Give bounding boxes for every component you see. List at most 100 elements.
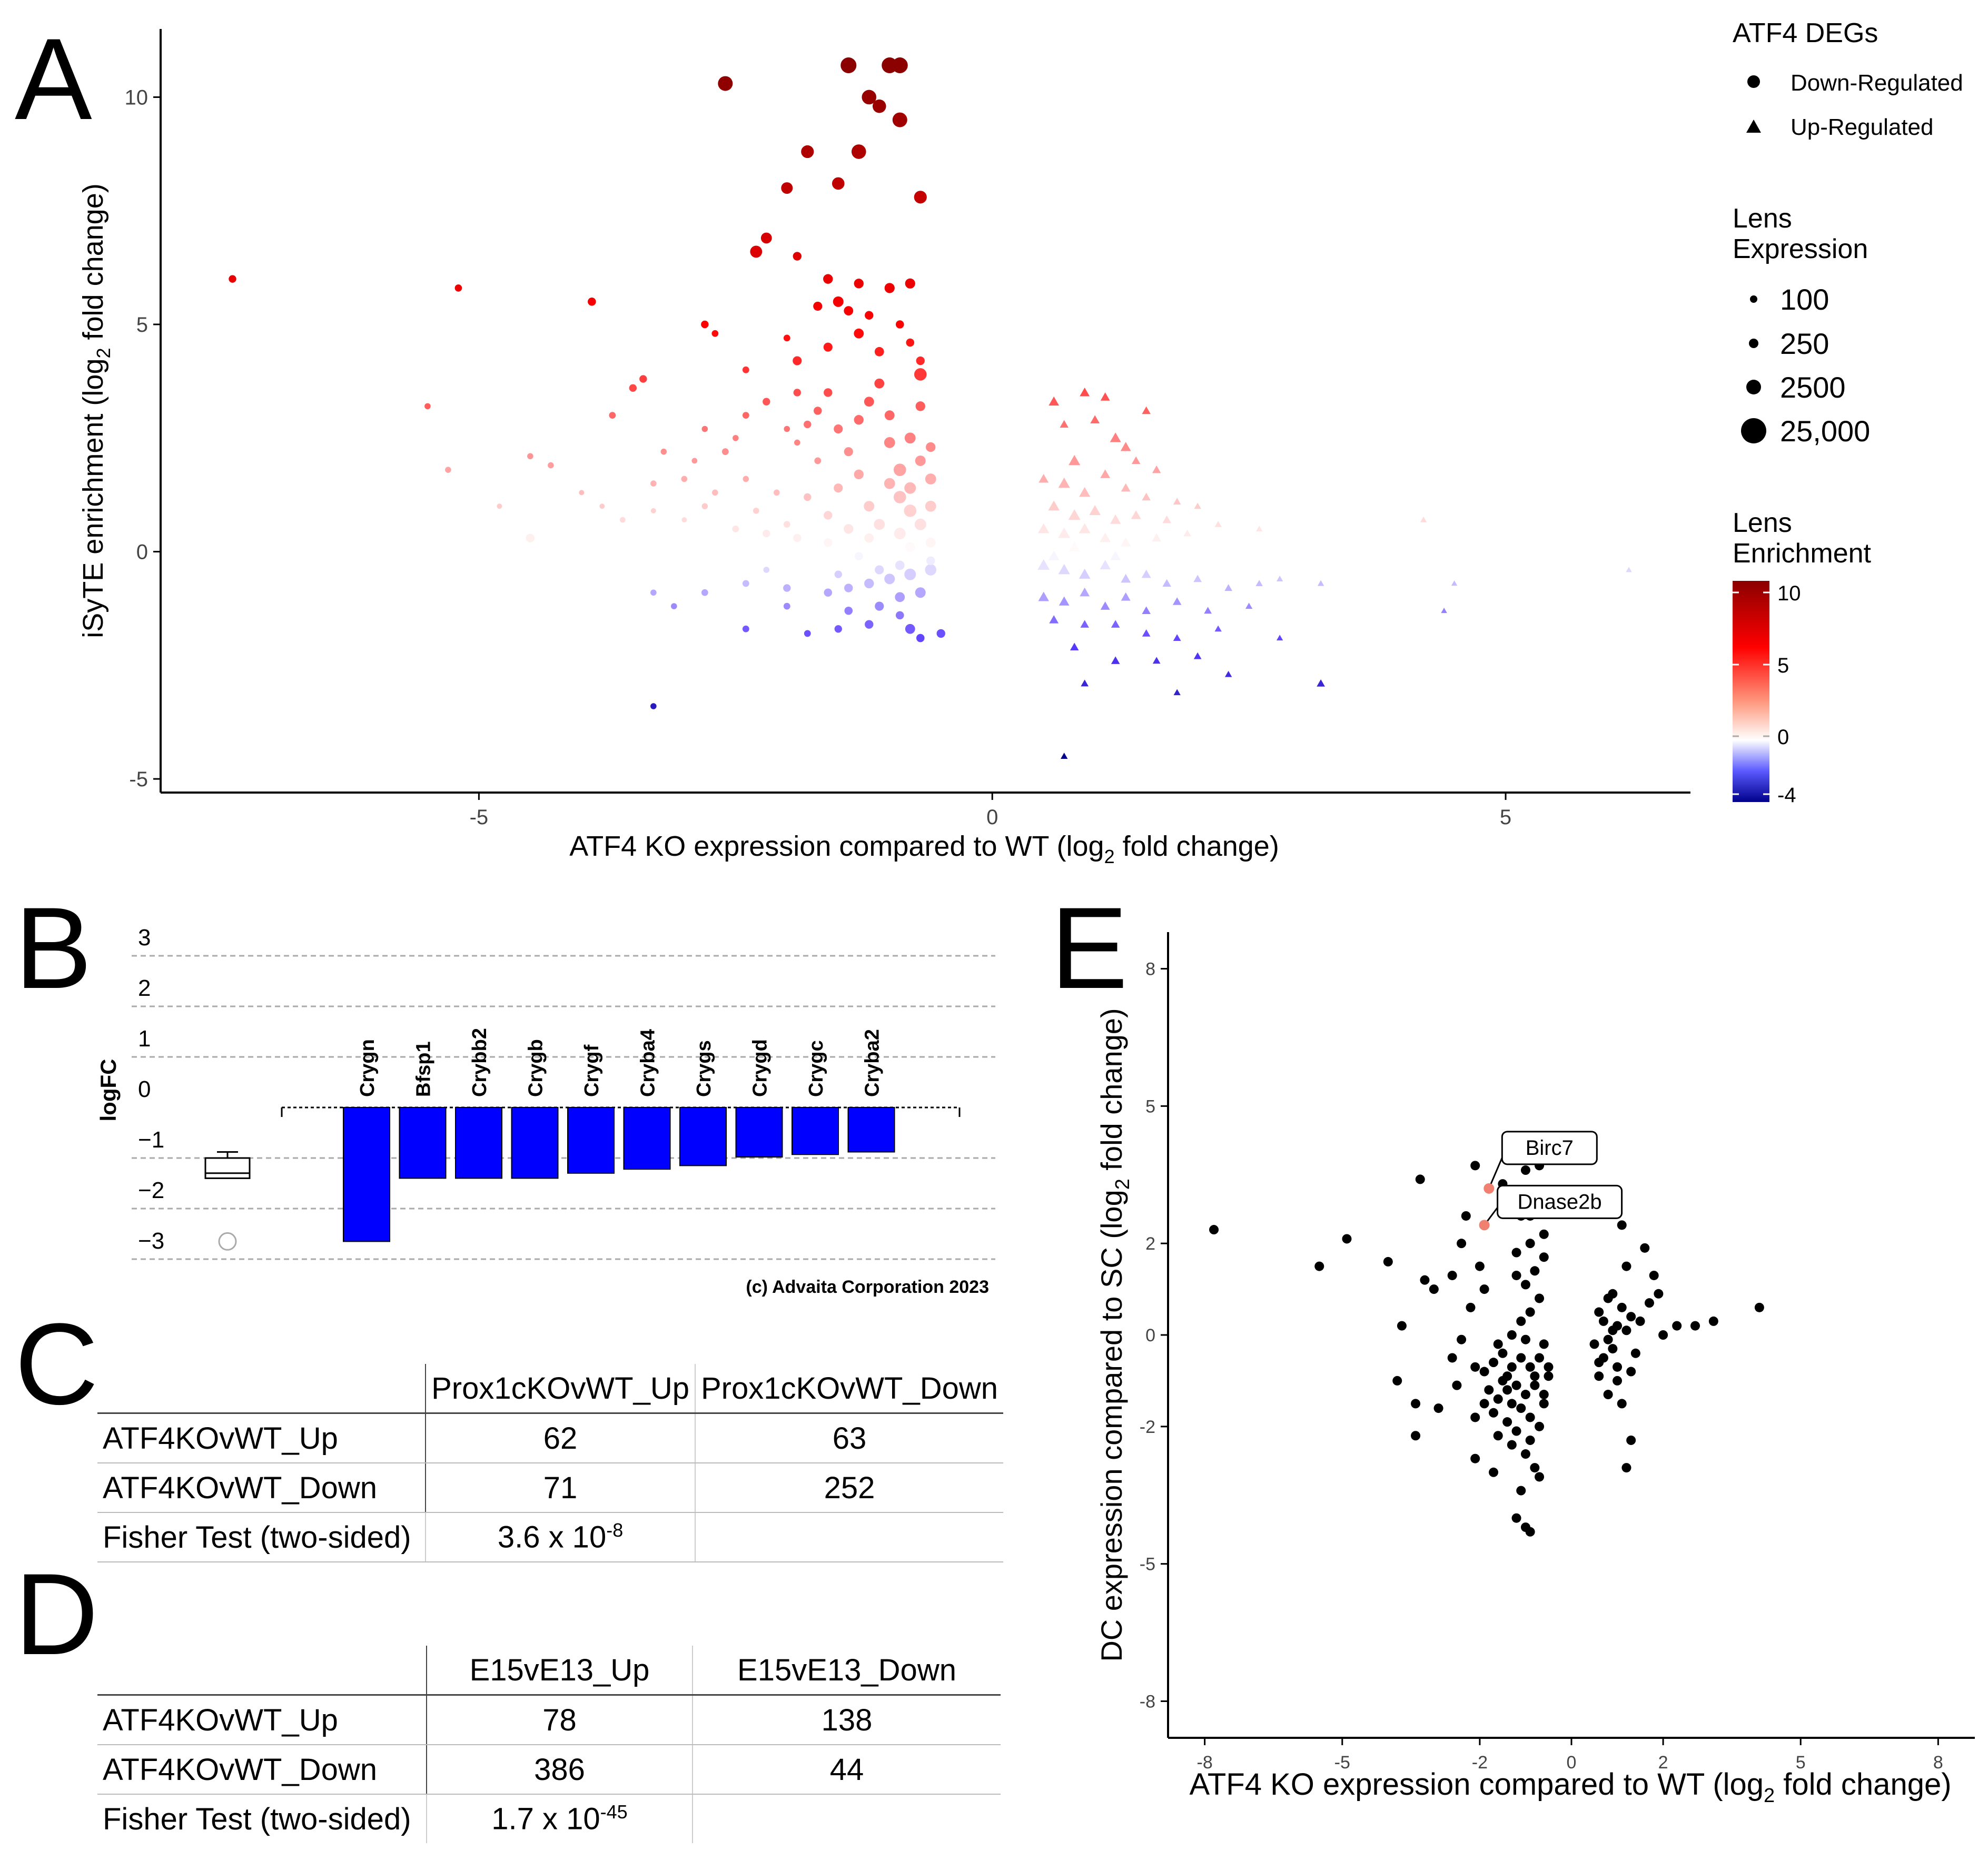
bar-label-crygf: Crygf bbox=[581, 1044, 603, 1097]
panel-a-y-ticks: -5 0 5 10 bbox=[125, 86, 161, 791]
down-point bbox=[884, 437, 895, 448]
up-point bbox=[1079, 569, 1091, 579]
panel-e-points bbox=[1209, 1161, 1764, 1536]
bar-crygd bbox=[736, 1107, 783, 1157]
down-point bbox=[702, 426, 708, 432]
down-point bbox=[915, 587, 926, 598]
scatter-point bbox=[1521, 1449, 1530, 1459]
down-point bbox=[926, 442, 935, 452]
up-point bbox=[1121, 574, 1131, 583]
legend-size-label-2500: 2500 bbox=[1780, 371, 1846, 404]
legend-size-marker-250 bbox=[1749, 339, 1758, 348]
up-point bbox=[1142, 493, 1151, 500]
up-point bbox=[1183, 530, 1191, 537]
scatter-point bbox=[1526, 1412, 1535, 1422]
legend-shape-title: ATF4 DEGs bbox=[1733, 18, 1878, 48]
up-point bbox=[1277, 635, 1283, 640]
panel-e-x-label: ATF4 KO expression compared to WT (log2 … bbox=[1189, 1767, 1951, 1807]
down-point bbox=[905, 432, 916, 443]
down-point bbox=[925, 501, 936, 512]
up-point bbox=[1131, 510, 1141, 519]
scatter-point bbox=[1516, 1486, 1526, 1496]
down-point bbox=[526, 533, 535, 542]
scatter-point bbox=[1448, 1353, 1457, 1362]
scatter-point bbox=[1608, 1344, 1617, 1353]
up-point bbox=[1173, 597, 1182, 605]
down-point bbox=[794, 389, 801, 396]
down-point bbox=[743, 626, 749, 632]
down-point bbox=[844, 524, 853, 533]
down-point bbox=[914, 368, 927, 381]
up-point bbox=[1110, 515, 1121, 524]
down-point bbox=[718, 76, 733, 91]
scatter-point bbox=[1342, 1234, 1351, 1243]
down-point bbox=[895, 561, 905, 570]
scatter-point bbox=[1594, 1358, 1604, 1367]
scatter-point bbox=[1594, 1371, 1604, 1381]
down-point bbox=[904, 482, 916, 494]
down-point bbox=[835, 625, 842, 632]
scatter-point bbox=[1654, 1289, 1663, 1299]
down-point bbox=[743, 476, 749, 482]
scatter-point bbox=[1494, 1339, 1503, 1349]
bar-label-cryba4: Cryba4 bbox=[637, 1029, 659, 1097]
scatter-point bbox=[1526, 1527, 1535, 1537]
down-point bbox=[753, 508, 759, 514]
down-point bbox=[835, 571, 842, 578]
down-point bbox=[650, 480, 657, 487]
panel-a-chart: -5 0 5 -50510 ATF4 KO expression compared … bbox=[0, 0, 1988, 874]
down-point bbox=[916, 401, 925, 411]
scatter-point bbox=[1613, 1362, 1622, 1372]
down-point bbox=[885, 410, 895, 420]
down-point bbox=[702, 503, 708, 509]
scatter-point bbox=[1512, 1248, 1521, 1258]
scatter-point bbox=[1507, 1362, 1517, 1372]
panel-d-row1-v1: 78 bbox=[427, 1695, 693, 1745]
down-point bbox=[854, 329, 864, 339]
down-point bbox=[894, 463, 906, 476]
legend-size-label-100: 100 bbox=[1780, 283, 1829, 316]
scatter-point bbox=[1209, 1225, 1219, 1234]
scatter-point bbox=[1383, 1257, 1393, 1267]
scatter-point bbox=[1475, 1262, 1485, 1271]
down-point bbox=[904, 504, 916, 517]
down-point bbox=[681, 476, 688, 482]
y-tick-label: -5 bbox=[129, 768, 148, 791]
down-point bbox=[864, 579, 874, 588]
down-point bbox=[875, 565, 884, 574]
down-point bbox=[743, 580, 749, 587]
down-point bbox=[743, 367, 749, 373]
scatter-point bbox=[1535, 1293, 1544, 1303]
down-point bbox=[784, 521, 790, 528]
scatter-point bbox=[1621, 1325, 1631, 1335]
panel-d-fisher: 1.7 x 10-45 bbox=[427, 1794, 693, 1843]
scatter-point bbox=[1544, 1362, 1553, 1372]
down-point bbox=[844, 583, 853, 592]
up-point bbox=[1142, 629, 1151, 637]
scatter-point bbox=[1507, 1330, 1517, 1340]
bar-label-bfsp1: Bfsp1 bbox=[413, 1041, 435, 1097]
panel-c-col2: Prox1cKOvWT_Down bbox=[695, 1364, 1003, 1413]
down-point bbox=[681, 517, 687, 522]
scatter-point bbox=[1672, 1321, 1682, 1331]
up-point bbox=[1194, 652, 1202, 659]
down-point bbox=[834, 424, 843, 433]
y-tick-label: 5 bbox=[136, 313, 148, 337]
bar-bfsp1 bbox=[400, 1107, 446, 1178]
panel-d-row2-label: ATF4KOvWT_Down bbox=[97, 1745, 427, 1794]
bar-crybb2 bbox=[456, 1107, 502, 1178]
down-point bbox=[864, 501, 874, 511]
down-point bbox=[497, 503, 502, 509]
down-point bbox=[784, 603, 790, 610]
legend-size-title-1: Lens bbox=[1733, 203, 1792, 234]
up-point bbox=[1225, 671, 1232, 677]
y-tick-label: 0 bbox=[138, 1076, 151, 1102]
down-point bbox=[854, 470, 864, 479]
up-point bbox=[1111, 620, 1120, 627]
down-point bbox=[650, 703, 657, 709]
legend-up-label: Up-Regulated bbox=[1791, 114, 1934, 140]
up-point bbox=[1069, 455, 1080, 465]
bar-crygb bbox=[512, 1107, 558, 1178]
bar-crygf bbox=[568, 1107, 614, 1173]
down-point bbox=[701, 321, 708, 328]
